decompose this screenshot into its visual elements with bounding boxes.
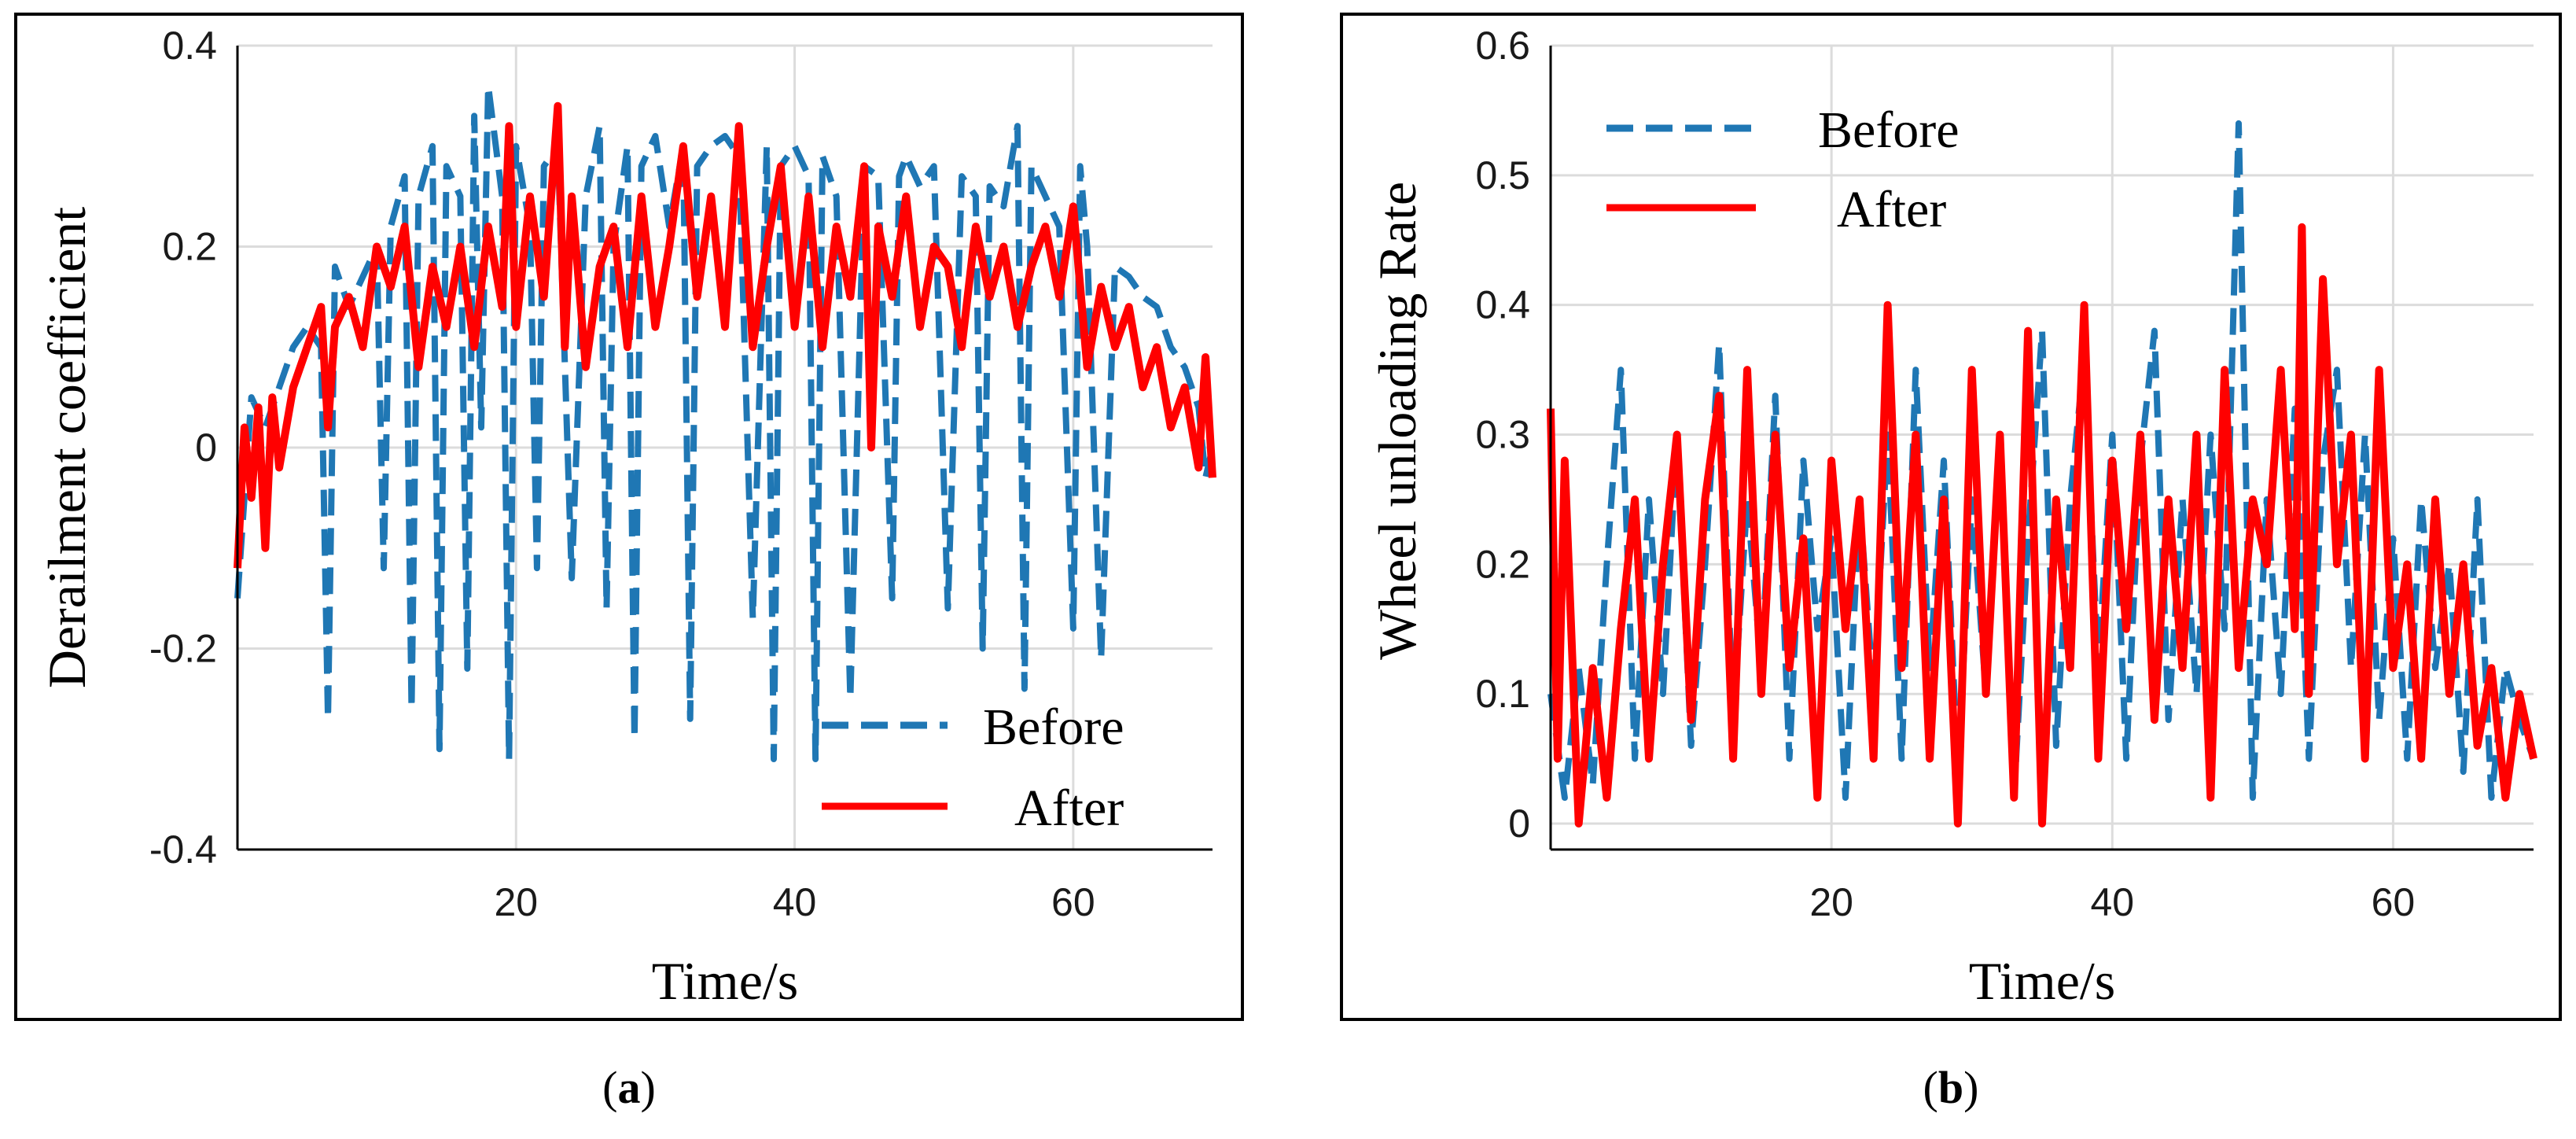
chart-b-x-tick-label: 60 [2372,880,2416,924]
chart-b-legend: Before After [1606,101,1960,238]
chart-b-legend-label-after: After [1837,181,1946,238]
chart-b-y-tick-label: 0.4 [1475,283,1530,327]
chart-b-y-tick-label: 0.6 [1475,24,1530,68]
chart-a-x-tick-label: 40 [773,880,817,924]
caption-b-letter: b [1938,1062,1963,1113]
chart-a-y-tick-label: 0 [195,426,217,470]
caption-a-letter: a [618,1062,641,1113]
chart-a-x-axis-title: Time/s [652,951,798,1011]
chart-a-series-after [234,101,1216,569]
chart-a-y-tick-label: 0.2 [162,225,217,269]
chart-a-frame [14,13,1244,1021]
chart-a-x-tick-label: 60 [1051,880,1095,924]
chart-b-tick-labels: 0 0.1 0.2 0.3 0.4 0.5 0.6 20 40 60 [1475,24,2415,924]
chart-b-x-tick-label: 20 [1809,880,1853,924]
chart-a-y-tick-label: -0.2 [149,627,217,671]
caption-a: (a) [602,1062,656,1113]
chart-a: -0.4 -0.2 0 0.2 0.4 20 40 60 Time/s Derailment … [14,13,1244,1021]
chart-b-x-axis-title: Time/s [1969,951,2115,1011]
chart-a-y-axis-title: Derailment coefficient [37,207,97,688]
chart-a-tick-labels: -0.4 -0.2 0 0.2 0.4 20 40 60 [149,24,1095,924]
chart-a-axes [236,46,1213,851]
chart-b-series [1547,120,2537,828]
chart-a-legend: Before After [822,699,1124,837]
chart-a-y-tick-label: -0.4 [149,828,217,872]
chart-b-y-tick-label: 0.2 [1475,542,1530,586]
chart-a-x-tick-label: 20 [494,880,538,924]
chart-b-x-tick-label: 40 [2090,880,2134,924]
caption-b: (b) [1923,1062,1979,1113]
chart-b-y-tick-label: 0.5 [1475,153,1530,197]
chart-b-y-tick-label: 0 [1508,802,1530,846]
chart-b-frame [1340,13,2562,1021]
chart-b-y-axis-title: Wheel unloading Rate [1367,182,1427,660]
chart-a-series-before [234,83,1216,762]
chart-b-y-tick-label: 0.3 [1475,413,1530,457]
chart-b-y-tick-label: 0.1 [1475,672,1530,716]
chart-a-legend-label-before: Before [983,699,1124,756]
chart-b-legend-label-before: Before [1818,101,1960,159]
chart-b-series-after [1547,223,2537,828]
chart-a-y-tick-label: 0.4 [162,24,217,68]
chart-b-axes [1549,46,2534,851]
chart-b: 0 0.1 0.2 0.3 0.4 0.5 0.6 20 40 60 Time/s Wheel u… [1340,13,2562,1021]
chart-a-series [234,83,1216,762]
chart-a-legend-label-after: After [1014,780,1124,837]
